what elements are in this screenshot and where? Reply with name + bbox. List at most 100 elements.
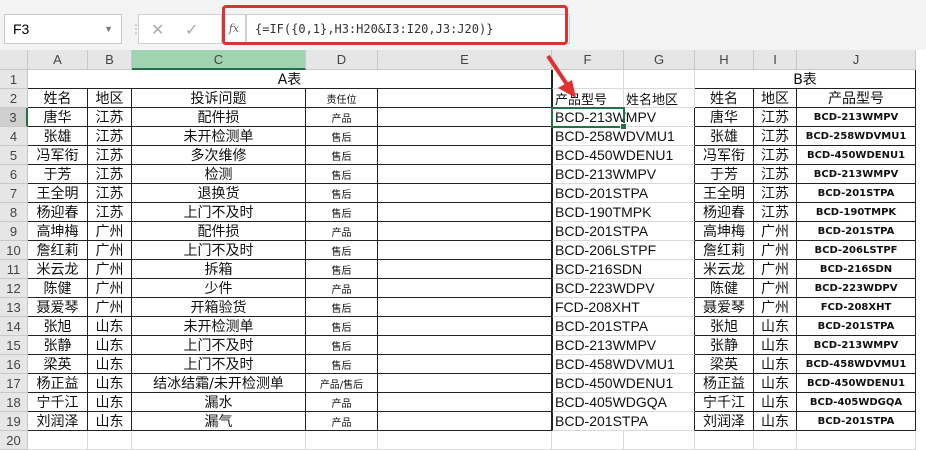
column-header-h[interactable]: H (695, 50, 754, 70)
table-a-cell[interactable]: 产品 (306, 222, 378, 241)
helper-cell[interactable]: BCD-458WDVMU1 (552, 355, 675, 374)
helper-cell[interactable]: BCD-201STPA (552, 222, 648, 241)
table-a-cell[interactable]: 广州 (88, 222, 132, 241)
table-a-cell[interactable]: 山东 (88, 412, 132, 431)
table-b-cell[interactable]: 于芳 (695, 165, 754, 184)
table-b-cell[interactable]: 广州 (754, 222, 797, 241)
helper-cell[interactable]: BCD-213WMPV (552, 336, 656, 355)
name-box[interactable]: F3 ▼ (4, 14, 122, 44)
table-b-cell[interactable]: BCD-201STPA (797, 317, 916, 336)
table-a-empty-cell[interactable] (378, 279, 552, 298)
helper-cell[interactable]: BCD-190TMPK (552, 203, 651, 222)
table-a-header[interactable]: 责任位 (306, 89, 378, 108)
row-header-20[interactable]: 20 (0, 431, 28, 450)
row-header-1[interactable]: 1 (0, 70, 28, 89)
row-header-7[interactable]: 7 (0, 184, 28, 203)
table-b-cell[interactable]: BCD-201STPA (797, 184, 916, 203)
table-b-cell[interactable]: 王全明 (695, 184, 754, 203)
table-a-cell[interactable]: 售后 (306, 146, 378, 165)
table-a-cell[interactable]: 产品 (306, 393, 378, 412)
table-a-cell[interactable]: 结冰结霜/未开检测单 (132, 374, 306, 393)
table-b-cell[interactable]: 詹红莉 (695, 241, 754, 260)
table-a-cell[interactable]: 江苏 (88, 184, 132, 203)
table-b-cell[interactable]: 张雄 (695, 127, 754, 146)
empty-cell[interactable] (378, 431, 552, 450)
column-header-a[interactable]: A (28, 50, 88, 70)
table-b-cell[interactable]: 山东 (754, 412, 797, 431)
table-a-empty-cell[interactable] (378, 203, 552, 222)
table-a-empty-cell[interactable] (378, 108, 552, 127)
table-a-cell[interactable]: 退换货 (132, 184, 306, 203)
table-a-cell[interactable]: 产品 (306, 412, 378, 431)
row-header-17[interactable]: 17 (0, 374, 28, 393)
row-header-11[interactable]: 11 (0, 260, 28, 279)
table-a-cell[interactable]: 于芳 (28, 165, 88, 184)
table-b-cell[interactable]: 米云龙 (695, 260, 754, 279)
table-a-cell[interactable]: 张静 (28, 336, 88, 355)
table-b-cell[interactable]: FCD-208XHT (797, 298, 916, 317)
helper-cell[interactable]: BCD-206LSTPF (552, 241, 656, 260)
empty-cell[interactable] (552, 431, 624, 450)
column-header-g[interactable]: G (624, 50, 695, 70)
table-a-cell[interactable]: 售后 (306, 165, 378, 184)
cell-e2[interactable] (378, 89, 552, 108)
table-a-empty-cell[interactable] (378, 298, 552, 317)
table-a-cell[interactable]: 上门不及时 (132, 336, 306, 355)
row-header-12[interactable]: 12 (0, 279, 28, 298)
table-a-cell[interactable]: 售后 (306, 184, 378, 203)
select-all-corner[interactable] (0, 50, 28, 70)
table-a-cell[interactable]: 售后 (306, 317, 378, 336)
table-a-cell[interactable]: 产品 (306, 279, 378, 298)
table-b-cell[interactable]: BCD-201STPA (797, 222, 916, 241)
table-b-cell[interactable]: 广州 (754, 279, 797, 298)
row-header-16[interactable]: 16 (0, 355, 28, 374)
table-a-cell[interactable]: 售后 (306, 203, 378, 222)
row-header-10[interactable]: 10 (0, 241, 28, 260)
helper-cell[interactable]: BCD-405WDGQA (552, 393, 667, 412)
helper-cell[interactable]: BCD-223WDPV (552, 279, 655, 298)
table-b-cell[interactable]: BCD-223WDPV (797, 279, 916, 298)
table-b-cell[interactable]: 冯军衔 (695, 146, 754, 165)
row-header-13[interactable]: 13 (0, 298, 28, 317)
empty-cell[interactable] (306, 431, 378, 450)
table-b-cell[interactable]: 山东 (754, 374, 797, 393)
table-a-empty-cell[interactable] (378, 241, 552, 260)
cell-f1[interactable] (552, 70, 624, 89)
helper-cell[interactable]: BCD-450WDENU1 (552, 374, 673, 393)
helper-empty-cell[interactable] (624, 279, 695, 298)
table-a-cell[interactable]: 王全明 (28, 184, 88, 203)
table-a-cell[interactable]: 配件损 (132, 222, 306, 241)
table-a-cell[interactable]: 杨正益 (28, 374, 88, 393)
table-b-cell[interactable]: 陈健 (695, 279, 754, 298)
table-b-cell[interactable]: 广州 (754, 241, 797, 260)
table-b-cell[interactable]: 张静 (695, 336, 754, 355)
column-header-d[interactable]: D (306, 50, 378, 70)
empty-cell[interactable] (28, 431, 88, 450)
table-a-cell[interactable]: 广州 (88, 298, 132, 317)
row-header-15[interactable]: 15 (0, 336, 28, 355)
column-header-j[interactable]: J (797, 50, 916, 70)
table-a-cell[interactable]: 山东 (88, 355, 132, 374)
table-b-cell[interactable]: 江苏 (754, 108, 797, 127)
table-a-cell[interactable]: 产品/售后 (306, 374, 378, 393)
row-header-14[interactable]: 14 (0, 317, 28, 336)
table-a-cell[interactable]: 上门不及时 (132, 241, 306, 260)
table-a-cell[interactable]: 广州 (88, 241, 132, 260)
table-a-cell[interactable]: 售后 (306, 336, 378, 355)
table-a-cell[interactable]: 开箱验货 (132, 298, 306, 317)
table-a-cell[interactable]: 广州 (88, 260, 132, 279)
table-a-cell[interactable]: 山东 (88, 374, 132, 393)
helper-cell[interactable]: BCD-213WMPV (552, 108, 656, 127)
helper-empty-cell[interactable] (624, 374, 695, 393)
helper-empty-cell[interactable] (624, 317, 695, 336)
table-a-empty-cell[interactable] (378, 165, 552, 184)
helper-empty-cell[interactable] (624, 260, 695, 279)
table-b-cell[interactable]: 梁英 (695, 355, 754, 374)
table-a-cell[interactable]: 陈健 (28, 279, 88, 298)
table-b-header[interactable]: 产品型号 (797, 89, 916, 108)
column-header-i[interactable]: I (754, 50, 797, 70)
table-b-cell[interactable]: 江苏 (754, 184, 797, 203)
table-b-cell[interactable]: BCD-450WDENU1 (797, 374, 916, 393)
helper-empty-cell[interactable] (624, 355, 695, 374)
helper-empty-cell[interactable] (624, 165, 695, 184)
